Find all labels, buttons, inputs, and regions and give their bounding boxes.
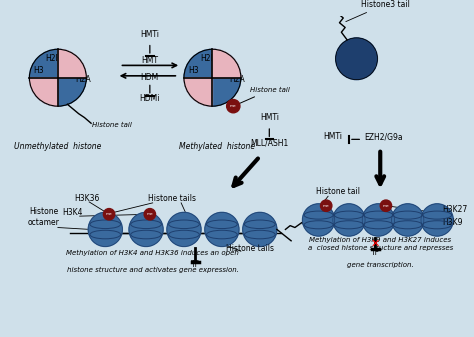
Text: H2A: H2A bbox=[75, 75, 91, 85]
Text: Methylation of H3K4 and H3K36 induces an open

histone structure and activates g: Methylation of H3K4 and H3K36 induces an… bbox=[66, 250, 239, 273]
Text: H2A: H2A bbox=[229, 75, 245, 85]
Circle shape bbox=[336, 38, 377, 80]
Text: MLL/ASH1: MLL/ASH1 bbox=[250, 138, 289, 147]
Text: H3K36: H3K36 bbox=[74, 194, 100, 203]
Text: H3K27: H3K27 bbox=[442, 205, 467, 214]
Text: Methylated  histone: Methylated histone bbox=[179, 142, 255, 151]
Text: me: me bbox=[323, 204, 329, 208]
Text: HMT: HMT bbox=[141, 56, 158, 65]
Polygon shape bbox=[29, 78, 58, 106]
Circle shape bbox=[29, 49, 86, 106]
Text: EZH2/G9a: EZH2/G9a bbox=[364, 132, 403, 141]
Text: me: me bbox=[146, 212, 153, 216]
Text: HMTi: HMTi bbox=[323, 132, 342, 141]
Polygon shape bbox=[212, 49, 241, 78]
Circle shape bbox=[243, 212, 277, 246]
Circle shape bbox=[380, 200, 392, 211]
Text: H3: H3 bbox=[188, 66, 199, 75]
Circle shape bbox=[333, 204, 365, 236]
Text: Histone tail: Histone tail bbox=[316, 187, 360, 196]
Text: Methylation of H3K9 and H3K27 induces
a  closed histone structure and represses
: Methylation of H3K9 and H3K27 induces a … bbox=[308, 237, 453, 268]
Text: H3: H3 bbox=[34, 66, 44, 75]
Text: H3K9: H3K9 bbox=[442, 218, 462, 227]
Circle shape bbox=[129, 212, 163, 246]
Circle shape bbox=[227, 99, 240, 113]
Text: Histone tail: Histone tail bbox=[92, 122, 132, 128]
Text: Histone tails: Histone tails bbox=[147, 194, 196, 203]
Text: TF: TF bbox=[371, 248, 380, 257]
Circle shape bbox=[362, 204, 394, 236]
Text: HDM: HDM bbox=[141, 72, 159, 82]
Text: HMTi: HMTi bbox=[260, 113, 279, 122]
Circle shape bbox=[144, 209, 155, 220]
Circle shape bbox=[167, 212, 201, 246]
Text: HDMi: HDMi bbox=[139, 94, 160, 103]
Text: H4: H4 bbox=[202, 82, 213, 91]
Circle shape bbox=[320, 200, 332, 211]
Text: Histone3 tail: Histone3 tail bbox=[346, 0, 410, 22]
Text: H3K4: H3K4 bbox=[63, 208, 83, 217]
Text: Unmethylated  histone: Unmethylated histone bbox=[14, 142, 101, 151]
Text: me: me bbox=[383, 204, 389, 208]
Text: Histone
octamer: Histone octamer bbox=[27, 207, 60, 227]
Text: Histone tail: Histone tail bbox=[236, 87, 290, 105]
Polygon shape bbox=[58, 49, 86, 78]
Text: H4: H4 bbox=[48, 82, 58, 91]
Circle shape bbox=[421, 204, 453, 236]
Polygon shape bbox=[184, 78, 212, 106]
Circle shape bbox=[205, 212, 239, 246]
Circle shape bbox=[88, 212, 122, 246]
Circle shape bbox=[103, 209, 115, 220]
Circle shape bbox=[184, 49, 241, 106]
Circle shape bbox=[302, 204, 335, 236]
Text: H2B: H2B bbox=[46, 54, 61, 63]
Text: me: me bbox=[230, 104, 237, 108]
Text: HMTi: HMTi bbox=[140, 30, 159, 39]
Text: ✕: ✕ bbox=[371, 239, 380, 249]
Text: H2B: H2B bbox=[200, 54, 216, 63]
Text: Histone tails: Histone tails bbox=[227, 244, 274, 253]
Text: TF: TF bbox=[191, 261, 200, 269]
Circle shape bbox=[392, 204, 424, 236]
Text: me: me bbox=[106, 212, 112, 216]
